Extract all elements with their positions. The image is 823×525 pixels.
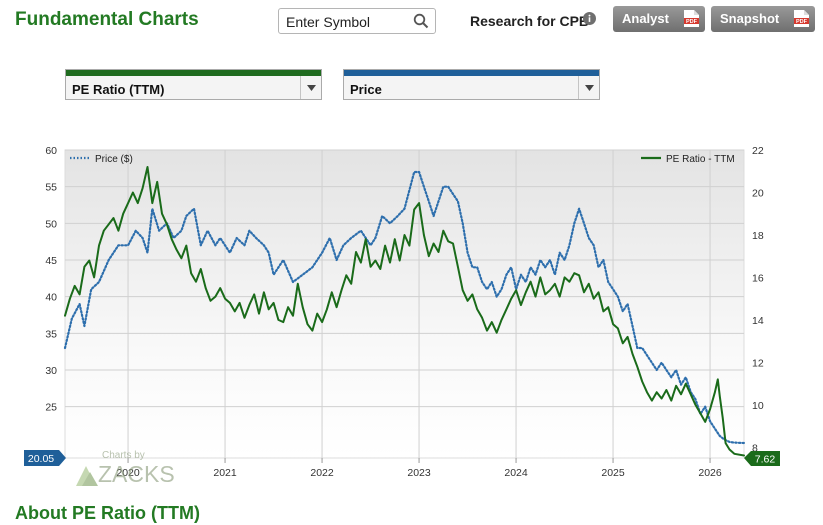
y-right-tick-label: 22 bbox=[752, 145, 764, 157]
y-left-tick-label: 45 bbox=[45, 255, 57, 267]
research-label: Research for CPB bbox=[470, 13, 590, 29]
right-end-value-badge: 7.62 bbox=[744, 451, 780, 466]
y-left-tick-label: 55 bbox=[45, 182, 57, 194]
page-title: Fundamental Charts bbox=[15, 9, 199, 30]
pe-ratio-series-line bbox=[64, 166, 745, 457]
pdf-icon: PDF bbox=[794, 10, 809, 30]
snapshot-button-label: Snapshot bbox=[720, 11, 780, 26]
info-icon[interactable] bbox=[583, 12, 596, 30]
y-right-tick-label: 20 bbox=[752, 187, 764, 199]
analyst-report-button[interactable]: Analyst PDF bbox=[613, 6, 705, 32]
y-left-tick-label: 35 bbox=[45, 328, 57, 340]
y-left-tick-label: 30 bbox=[45, 365, 57, 377]
legend-pe-label: PE Ratio - TTM bbox=[666, 154, 735, 165]
zacks-logo-icon bbox=[76, 466, 98, 486]
plot-area bbox=[64, 149, 745, 459]
x-tick-label: 2020 bbox=[116, 467, 140, 479]
x-tick-label: 2023 bbox=[407, 467, 431, 479]
x-tick-label: 2026 bbox=[698, 467, 722, 479]
x-tick-label: 2024 bbox=[504, 467, 528, 479]
zacks-watermark: Charts by ZACKS bbox=[76, 450, 175, 487]
right-end-value: 7.62 bbox=[755, 454, 776, 466]
about-section-title: About PE Ratio (TTM) bbox=[15, 503, 200, 523]
y-right-tick-label: 14 bbox=[752, 315, 764, 327]
metric-select-value: PE Ratio (TTM) bbox=[72, 82, 165, 97]
x-tick-label: 2025 bbox=[601, 467, 625, 479]
y-right-tick-label: 18 bbox=[752, 230, 764, 242]
y-left-tick-label: 50 bbox=[45, 218, 57, 230]
compare-select-value: Price bbox=[350, 82, 382, 97]
chevron-down-icon[interactable] bbox=[300, 76, 321, 99]
legend-price-label: Price ($) bbox=[95, 154, 133, 165]
chart-legend-price: Price ($) bbox=[70, 154, 133, 165]
x-tick-label: 2022 bbox=[310, 467, 334, 479]
y-right-tick-label: 12 bbox=[752, 357, 764, 369]
y-right-tick-label: 8 bbox=[752, 442, 758, 454]
pdf-icon: PDF bbox=[684, 10, 699, 30]
y-left-tick-label: 60 bbox=[45, 145, 57, 157]
watermark-top-text: Charts by bbox=[102, 450, 145, 461]
y-right-tick-label: 16 bbox=[752, 272, 764, 284]
left-end-value: 20.05 bbox=[28, 453, 54, 465]
y-left-tick-label: 40 bbox=[45, 292, 57, 304]
metric-select-accent bbox=[66, 70, 321, 76]
pdf-badge-text: PDF bbox=[796, 19, 808, 25]
chart-legend-pe: PE Ratio - TTM bbox=[641, 154, 735, 165]
search-icon[interactable] bbox=[413, 13, 429, 34]
chevron-down-icon[interactable] bbox=[578, 76, 599, 99]
y-right-tick-label: 10 bbox=[752, 400, 764, 412]
watermark-brand-text: ZACKS bbox=[98, 461, 175, 487]
y-left-tick-label: 25 bbox=[45, 402, 57, 414]
symbol-search-box[interactable] bbox=[278, 8, 436, 34]
left-end-value-badge: 20.05 bbox=[24, 450, 66, 466]
snapshot-report-button[interactable]: Snapshot PDF bbox=[711, 6, 815, 32]
compare-select[interactable]: Price bbox=[343, 69, 600, 100]
symbol-search-input[interactable] bbox=[284, 10, 408, 34]
price-series-line bbox=[63, 170, 746, 445]
metric-select[interactable]: PE Ratio (TTM) bbox=[65, 69, 322, 100]
compare-select-accent bbox=[344, 70, 599, 76]
pdf-badge-text: PDF bbox=[686, 19, 698, 25]
x-tick-label: 2021 bbox=[213, 467, 237, 479]
analyst-button-label: Analyst bbox=[622, 11, 669, 26]
